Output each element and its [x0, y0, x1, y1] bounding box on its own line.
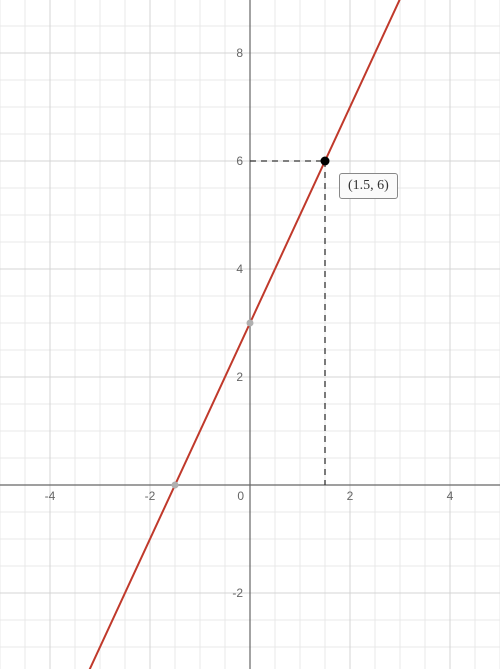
svg-text:-4: -4	[45, 489, 56, 503]
line-chart: -4 -2 0 2 4 -2 2 4 6 8 (1.5, 6)	[0, 0, 500, 669]
svg-text:-2: -2	[145, 489, 156, 503]
svg-text:4: 4	[236, 262, 243, 276]
svg-text:2: 2	[236, 370, 243, 384]
point-coordinate-label: (1.5, 6)	[339, 173, 398, 199]
svg-text:-2: -2	[232, 586, 243, 600]
svg-text:4: 4	[447, 489, 454, 503]
svg-text:2: 2	[347, 489, 354, 503]
chart-svg: -4 -2 0 2 4 -2 2 4 6 8	[0, 0, 500, 669]
svg-text:8: 8	[236, 46, 243, 60]
svg-text:0: 0	[237, 489, 244, 503]
svg-text:6: 6	[236, 154, 243, 168]
